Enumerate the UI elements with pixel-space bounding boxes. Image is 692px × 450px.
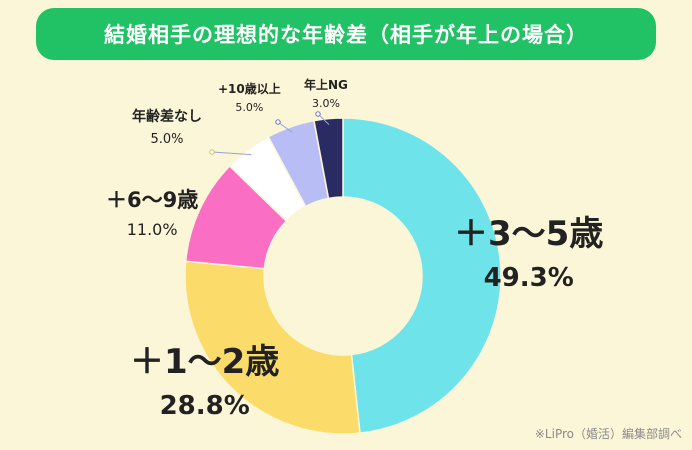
leader-line-4 [277,121,293,134]
slice-label-older-ng: 年上NG 3.0% [304,76,348,110]
slice-label-value: 49.3% [483,263,574,293]
leader-line-3 [211,151,252,156]
leader-dot-5 [315,111,321,117]
slices-layer [184,117,502,435]
slice-0 [342,117,502,434]
slice-label-value: 11.0% [126,220,178,239]
chart-title: 結婚相手の理想的な年齢差（相手が年上の場合） [104,23,588,47]
slice-label-name: +10歳以上 [218,82,281,96]
slice-label-value: 5.0% [235,101,264,114]
slice-label-no-diff: 年齢差なし 5.0% [132,106,202,147]
slice-label-name: ＋6〜9歳 [106,188,199,212]
slice-1 [184,260,361,435]
slice-label-6-9: ＋6〜9歳 11.0% [106,184,198,239]
leader-dot-4 [275,119,281,125]
source-note: ※LiPro（婚活）編集部調べ [534,427,682,441]
slice-label-name: 年齢差なし [132,109,202,125]
slice-label-name: ＋1〜2歳 [130,342,280,382]
slice-label-10-plus: +10歳以上 5.0% [218,80,281,114]
slice-label-value: 28.8% [159,391,250,421]
title-banner: 結婚相手の理想的な年齢差（相手が年上の場合） [36,8,656,60]
leader-lines [209,111,330,156]
slice-label-3-5: ＋3〜5歳 49.3% [454,206,603,293]
leader-dot-3 [209,149,215,155]
slice-label-name: ＋3〜5歳 [454,214,604,254]
slice-label-name: 年上NG [304,78,348,92]
slice-label-value: 5.0% [150,132,184,147]
slice-label-1-2: ＋1〜2歳 28.8% [130,334,279,421]
slice-label-value: 3.0% [311,97,340,110]
